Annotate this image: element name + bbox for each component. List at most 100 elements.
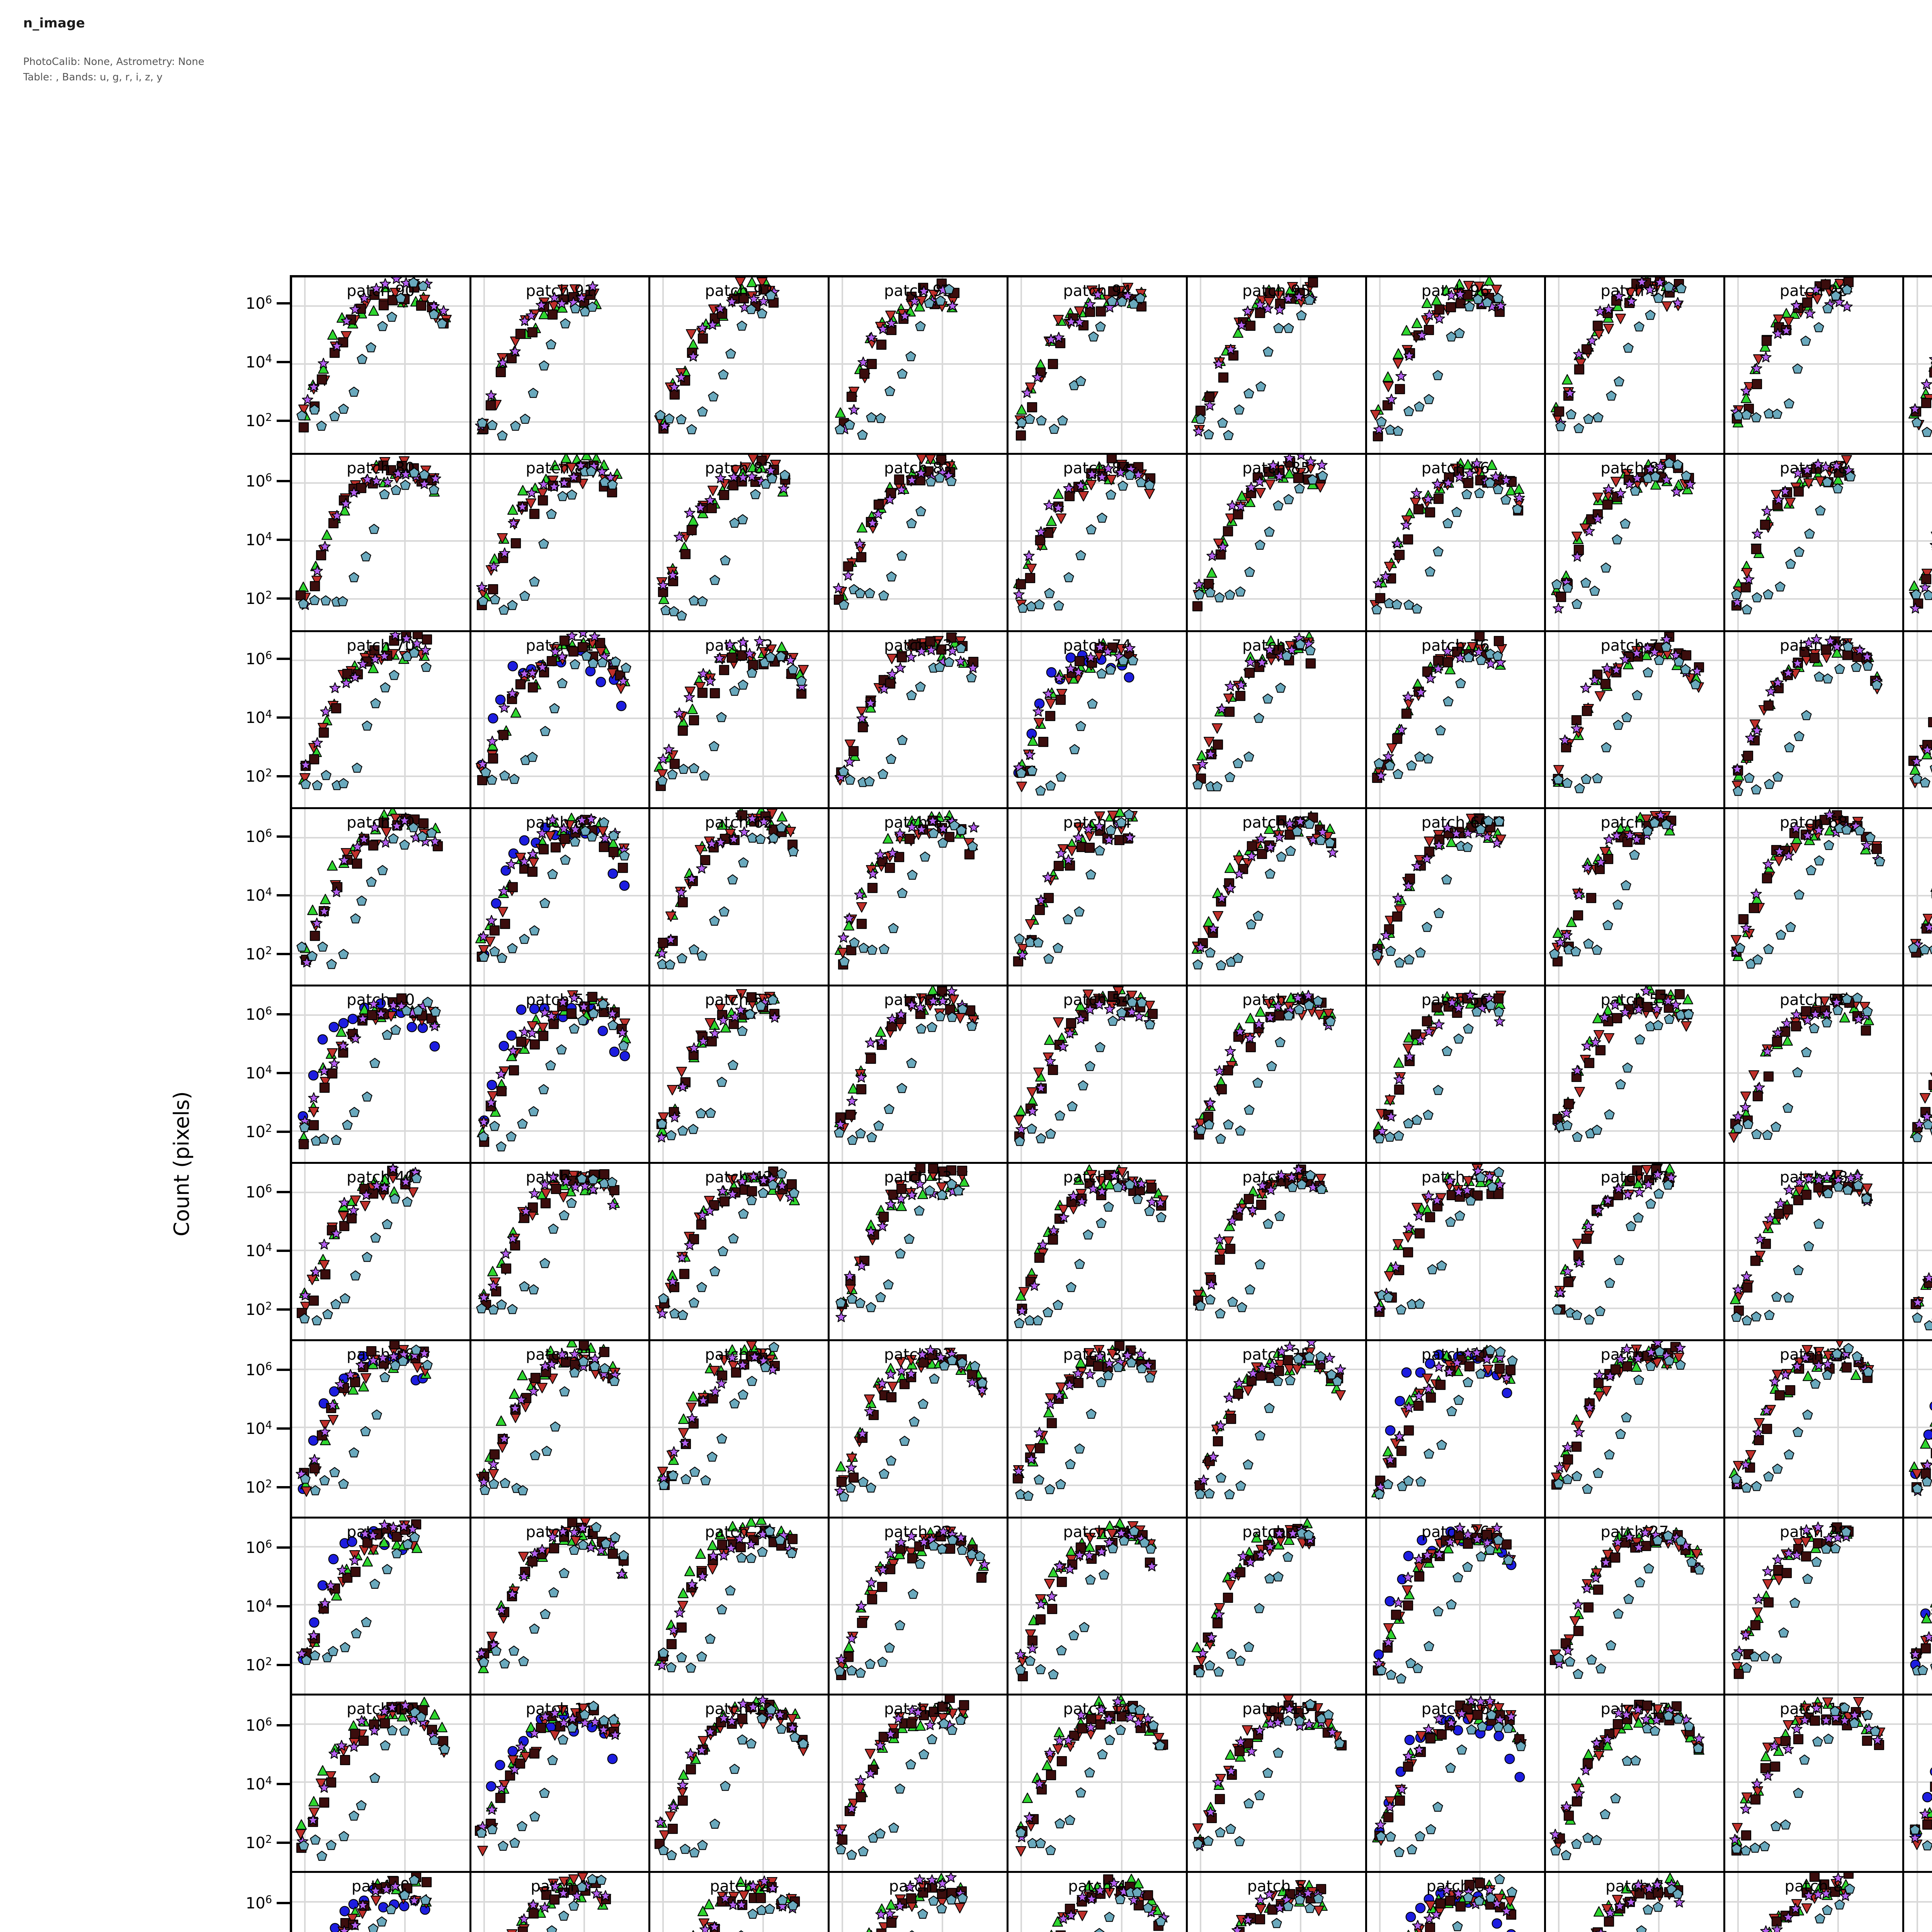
- panel-title: patch 49: [1904, 1168, 1932, 1186]
- data-point-y: [667, 1470, 679, 1483]
- data-point-z: [556, 1349, 568, 1362]
- data-point-z: [737, 1359, 748, 1372]
- data-point-y: [1105, 489, 1117, 502]
- subplot-panel: patch 86: [1367, 454, 1546, 632]
- data-point-y: [1803, 1241, 1815, 1254]
- data-point-z: [389, 632, 401, 643]
- data-point-i: [617, 862, 629, 875]
- data-point-y: [1549, 948, 1560, 961]
- data-point-y: [1454, 1210, 1466, 1223]
- gridline-horizontal: [1546, 776, 1723, 777]
- data-point-i: [1212, 1435, 1224, 1449]
- data-point-i: [1225, 1243, 1236, 1256]
- data-point-z: [1626, 295, 1637, 309]
- data-point-i: [500, 1263, 512, 1276]
- data-point-y: [607, 1020, 619, 1033]
- data-point-z: [714, 303, 726, 316]
- data-point-y: [1255, 381, 1267, 394]
- data-point-y: [1273, 323, 1284, 336]
- data-point-z: [724, 639, 736, 652]
- data-point-y: [1262, 346, 1274, 359]
- data-point-y: [1813, 855, 1825, 868]
- data-point-y: [356, 895, 367, 908]
- data-point-y: [318, 1133, 330, 1146]
- data-point-y: [1800, 335, 1811, 349]
- data-point-y: [1808, 1023, 1820, 1036]
- data-point-z: [673, 707, 685, 721]
- data-point-y: [517, 1485, 529, 1498]
- gridline-horizontal: [1188, 1485, 1365, 1486]
- data-point-z: [547, 814, 558, 827]
- data-point-z: [876, 1036, 887, 1049]
- data-point-z: [308, 381, 320, 395]
- data-point-y: [1841, 993, 1853, 1007]
- data-point-i: [1305, 658, 1316, 671]
- data-point-y: [1215, 1472, 1227, 1485]
- data-point-g: [736, 283, 748, 296]
- data-point-z: [1207, 923, 1219, 936]
- data-point-z: [1760, 351, 1772, 365]
- data-point-y: [599, 1363, 611, 1376]
- data-point-y: [1580, 774, 1592, 787]
- data-point-g: [1016, 404, 1027, 417]
- data-point-y: [664, 959, 676, 972]
- data-point-z: [1640, 986, 1652, 998]
- data-point-y: [338, 949, 349, 962]
- data-point-z: [1820, 461, 1832, 474]
- data-point-z: [1813, 824, 1825, 838]
- data-point-y: [370, 698, 381, 711]
- data-point-y: [1750, 1311, 1762, 1324]
- data-point-y: [381, 1219, 393, 1232]
- data-point-y: [1243, 751, 1255, 764]
- gridline-horizontal: [292, 718, 469, 719]
- data-point-y: [361, 1091, 373, 1104]
- gridline-vertical: [1658, 809, 1660, 985]
- data-point-y: [1266, 1061, 1277, 1074]
- data-point-y: [1112, 1182, 1124, 1195]
- data-point-y: [1124, 469, 1136, 483]
- data-point-z: [1391, 537, 1403, 551]
- data-point-z: [679, 1437, 691, 1451]
- data-point-y: [1571, 1131, 1583, 1145]
- data-point-z: [946, 986, 958, 999]
- data-point-y: [527, 752, 538, 765]
- data-point-z: [1513, 492, 1525, 505]
- data-point-z: [927, 815, 939, 828]
- data-point-z: [1216, 703, 1228, 716]
- data-point-y: [1830, 290, 1842, 303]
- data-point-y: [838, 956, 850, 969]
- data-point-z: [1631, 472, 1643, 486]
- data-point-r: [1212, 910, 1224, 923]
- data-point-y: [1291, 826, 1303, 839]
- data-point-z: [349, 672, 361, 685]
- data-point-y: [878, 1468, 890, 1481]
- data-point-u: [1123, 672, 1135, 685]
- data-point-i: [485, 400, 497, 413]
- data-point-z: [1274, 304, 1286, 317]
- data-point-y: [746, 1376, 758, 1389]
- data-point-i: [956, 1165, 968, 1178]
- data-point-y: [1813, 322, 1825, 335]
- data-point-y: [915, 681, 926, 694]
- data-point-z: [677, 1081, 689, 1094]
- data-point-i: [1431, 1002, 1442, 1015]
- data-point-y: [1324, 837, 1336, 850]
- data-point-y: [1455, 678, 1466, 691]
- data-point-y: [935, 295, 946, 308]
- data-point-y: [1144, 1019, 1156, 1032]
- data-point-y: [1373, 758, 1385, 771]
- data-point-i: [330, 702, 342, 716]
- data-point-y: [767, 1179, 779, 1192]
- data-point-z: [1491, 837, 1503, 850]
- data-point-y: [1296, 310, 1307, 323]
- data-point-y: [787, 846, 799, 859]
- data-point-z: [486, 915, 498, 928]
- data-point-r: [497, 532, 508, 546]
- data-point-z: [1053, 332, 1065, 345]
- data-point-z: [488, 1280, 499, 1293]
- data-point-z: [507, 687, 518, 701]
- data-point-y: [411, 1173, 422, 1186]
- data-point-y: [1622, 342, 1634, 355]
- data-point-y: [1281, 650, 1293, 663]
- data-point-z: [1380, 930, 1392, 943]
